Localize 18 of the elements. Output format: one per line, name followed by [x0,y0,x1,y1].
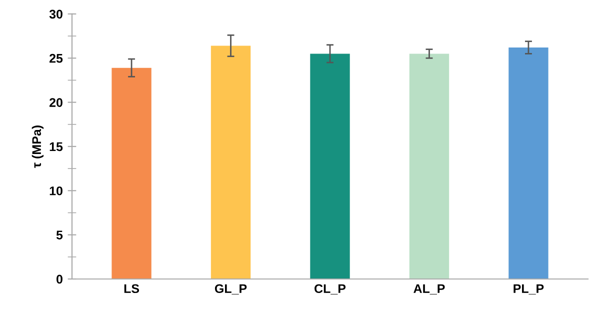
y-axis-title: τ (MPa) [32,126,44,168]
bar [508,48,548,279]
y-tick-label: 10 [50,186,62,196]
y-tick-label: 15 [50,142,63,152]
y-tick-label: 0 [56,274,62,284]
y-tick-label: 5 [56,230,63,240]
y-tick-label: 30 [49,10,62,19]
x-tick-label: AL_P [414,284,445,294]
x-tick-label: PL_P [514,284,544,294]
bar [409,54,450,279]
bar [210,46,251,279]
y-tick-label: 20 [50,98,62,107]
x-tick-label: CL_P [314,284,346,294]
x-tick-label: LS [124,284,140,294]
x-tick-label: GL_P [214,284,247,294]
bar [112,68,152,279]
y-tick-label: 25 [50,54,63,63]
bar [310,54,350,279]
